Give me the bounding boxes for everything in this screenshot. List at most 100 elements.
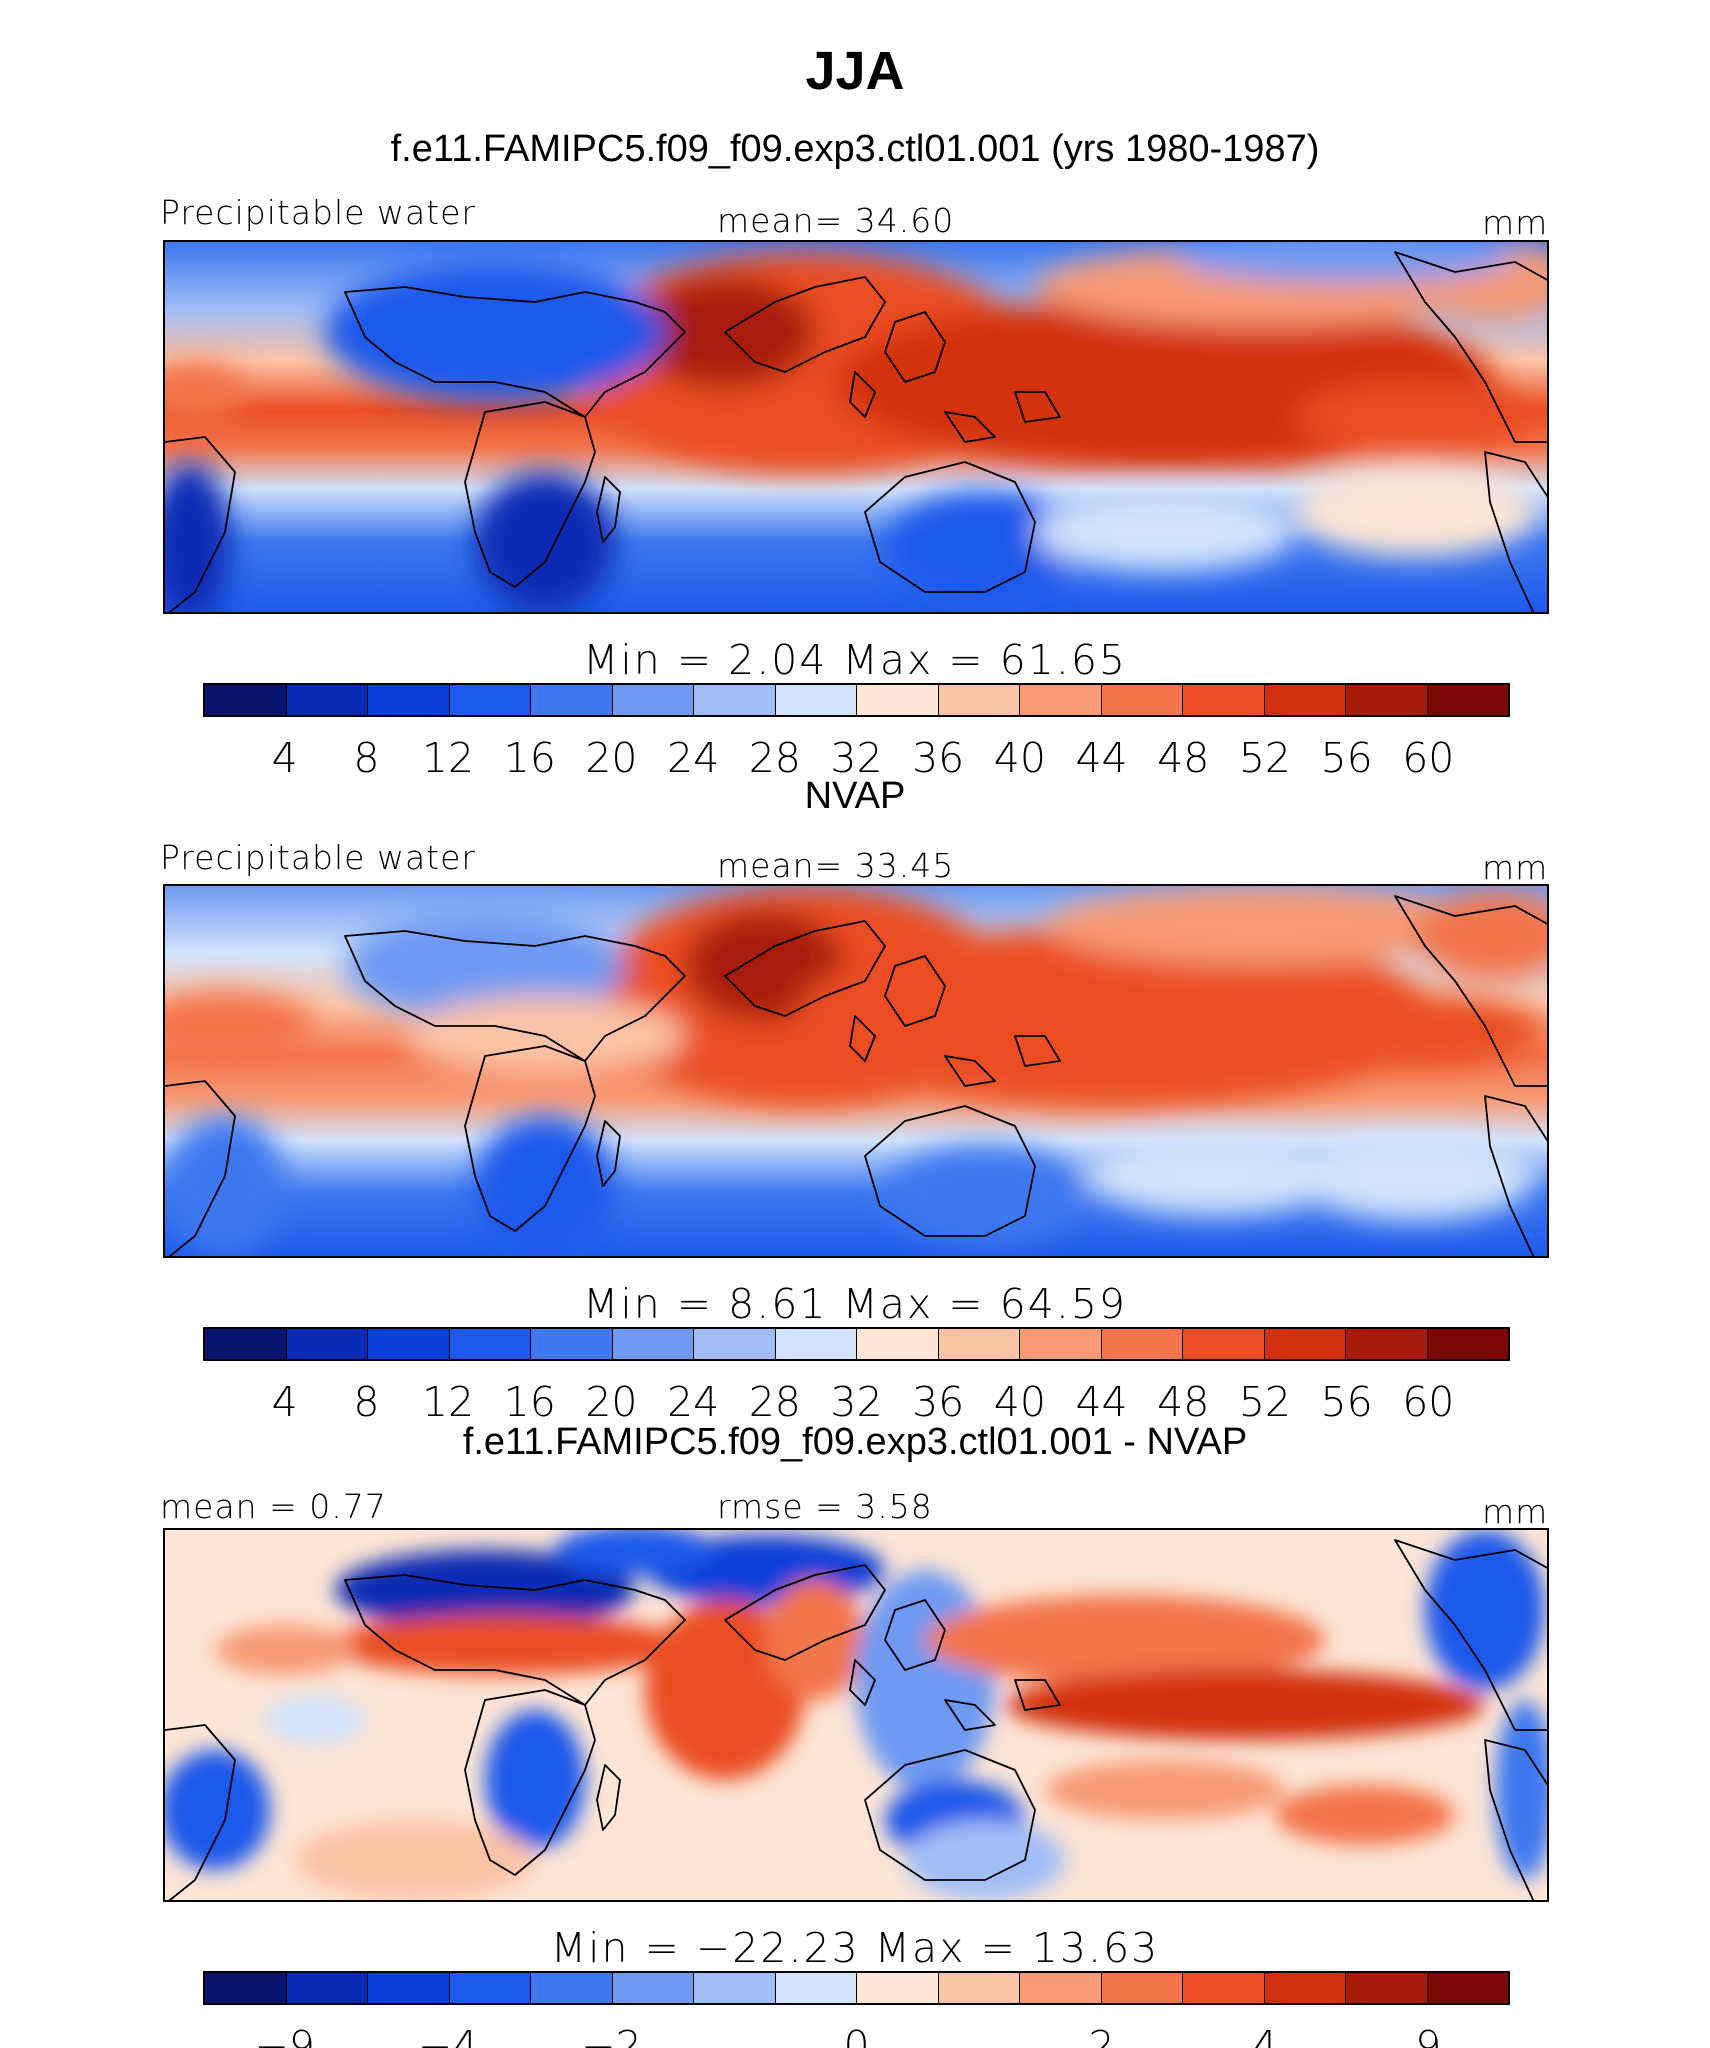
colorbar-box bbox=[1346, 685, 1428, 715]
colorbar-box bbox=[938, 1973, 1020, 2003]
panel-diff-subtitle: f.e11.FAMIPC5.f09_f09.exp3.ctl01.001 - N… bbox=[462, 1421, 1248, 1463]
colorbar-tick-label: 32 bbox=[830, 734, 883, 782]
panel-diff-map bbox=[163, 1528, 1549, 1902]
panel-diff-units-label: mm bbox=[1482, 1492, 1549, 1531]
colorbar-box bbox=[449, 685, 531, 715]
panel-model-subtitle: f.e11.FAMIPC5.f09_f09.exp3.ctl01.001 (yr… bbox=[390, 128, 1320, 170]
panel-model-colorbar bbox=[203, 683, 1510, 717]
colorbar-tick-label: −2 bbox=[581, 2022, 642, 2048]
colorbar-box bbox=[1101, 685, 1183, 715]
panel-diff-rmse-label: rmse = 3.58 bbox=[717, 1487, 933, 1526]
colorbar-tick-label: 12 bbox=[421, 1378, 475, 1426]
colorbar-box bbox=[694, 1973, 776, 2003]
colorbar-tick-label: 20 bbox=[585, 1378, 638, 1426]
panel-model-variable-label: Precipitable water bbox=[160, 193, 476, 232]
panel-model-map bbox=[163, 240, 1549, 614]
colorbar-tick-label: 9 bbox=[1415, 2022, 1442, 2048]
panel-obs-map bbox=[163, 884, 1549, 1258]
colorbar-box bbox=[1020, 1973, 1102, 2003]
colorbar-tick-label: 60 bbox=[1402, 1378, 1455, 1426]
colorbar-tick-label: 8 bbox=[353, 1378, 380, 1426]
colorbar-box bbox=[531, 685, 613, 715]
colorbar-box bbox=[205, 1329, 287, 1359]
colorbar-tick-label: 4 bbox=[271, 1378, 298, 1426]
colorbar-box bbox=[205, 685, 287, 715]
colorbar-box bbox=[775, 1329, 857, 1359]
colorbar-box bbox=[1183, 1329, 1265, 1359]
colorbar-tick-label: 40 bbox=[993, 734, 1046, 782]
colorbar-box bbox=[1427, 685, 1508, 715]
colorbar-box bbox=[1101, 1973, 1183, 2003]
panel-model-field bbox=[165, 242, 1547, 612]
colorbar-tick-label: 36 bbox=[912, 1378, 965, 1426]
colorbar-tick-label: 56 bbox=[1320, 1378, 1373, 1426]
colorbar-box bbox=[205, 1973, 287, 2003]
figure-title: JJA bbox=[805, 41, 905, 101]
panel-obs-units-label: mm bbox=[1482, 848, 1549, 887]
colorbar-box bbox=[938, 685, 1020, 715]
colorbar-box bbox=[1020, 1329, 1102, 1359]
colorbar-box bbox=[286, 1329, 368, 1359]
colorbar-box bbox=[857, 685, 939, 715]
colorbar-tick-label: 28 bbox=[748, 1378, 801, 1426]
colorbar-tick-label: 28 bbox=[748, 734, 801, 782]
colorbar-box bbox=[531, 1329, 613, 1359]
colorbar-box bbox=[286, 685, 368, 715]
colorbar-box bbox=[775, 1973, 857, 2003]
colorbar-box bbox=[1346, 1973, 1428, 2003]
colorbar-box bbox=[612, 1329, 694, 1359]
colorbar-tick-label: 16 bbox=[503, 1378, 556, 1426]
colorbar-box bbox=[1020, 685, 1102, 715]
colorbar-tick-label: 24 bbox=[667, 1378, 720, 1426]
colorbar-box bbox=[612, 685, 694, 715]
colorbar-box bbox=[1346, 1329, 1428, 1359]
colorbar-box bbox=[368, 685, 450, 715]
colorbar-tick-label: 20 bbox=[585, 734, 638, 782]
colorbar-tick-label: 44 bbox=[1075, 734, 1128, 782]
colorbar-tick-label: −4 bbox=[417, 2022, 479, 2048]
colorbar-box bbox=[1427, 1329, 1508, 1359]
colorbar-box bbox=[694, 1329, 776, 1359]
colorbar-box bbox=[368, 1973, 450, 2003]
colorbar-box bbox=[857, 1329, 939, 1359]
colorbar-tick-label: 16 bbox=[503, 734, 556, 782]
panel-diff-mean-label: mean = 0.77 bbox=[160, 1487, 387, 1526]
panel-obs-colorbar bbox=[203, 1327, 1510, 1361]
colorbar-box bbox=[368, 1329, 450, 1359]
colorbar-tick-label: 4 bbox=[271, 734, 298, 782]
colorbar-tick-label: −9 bbox=[254, 2022, 315, 2048]
colorbar-box bbox=[1264, 685, 1346, 715]
panel-diff-field bbox=[165, 1530, 1547, 1900]
colorbar-tick-label: 36 bbox=[912, 734, 965, 782]
colorbar-tick-label: 12 bbox=[421, 734, 475, 782]
colorbar-box bbox=[531, 1973, 613, 2003]
colorbar-box bbox=[694, 685, 776, 715]
colorbar-box bbox=[449, 1973, 531, 2003]
colorbar-box bbox=[286, 1973, 368, 2003]
panel-obs-minmax: Min = 8.61 Max = 64.59 bbox=[582, 1280, 1128, 1328]
colorbar-tick-label: 44 bbox=[1075, 1378, 1128, 1426]
colorbar-tick-label: 24 bbox=[667, 734, 720, 782]
colorbar-tick-label: 52 bbox=[1238, 734, 1292, 782]
panel-diff-colorbar bbox=[203, 1971, 1510, 2005]
colorbar-tick-label: 0 bbox=[843, 2022, 870, 2048]
colorbar-tick-label: 4 bbox=[1251, 2022, 1278, 2048]
panel-diff-minmax: Min = −22.23 Max = 13.63 bbox=[550, 1924, 1160, 1972]
colorbar-tick-label: 48 bbox=[1157, 1378, 1210, 1426]
colorbar-box bbox=[857, 1973, 939, 2003]
colorbar-box bbox=[938, 1329, 1020, 1359]
colorbar-box bbox=[775, 685, 857, 715]
colorbar-tick-label: 32 bbox=[830, 1378, 883, 1426]
colorbar-tick-label: 52 bbox=[1238, 1378, 1292, 1426]
colorbar-box bbox=[1101, 1329, 1183, 1359]
panel-obs-field bbox=[165, 886, 1547, 1256]
panel-model-mean-label: mean= 34.60 bbox=[717, 201, 955, 240]
colorbar-tick-label: 56 bbox=[1320, 734, 1373, 782]
panel-obs-mean-label: mean= 33.45 bbox=[717, 846, 955, 885]
colorbar-box bbox=[1183, 1973, 1265, 2003]
colorbar-box bbox=[1264, 1973, 1346, 2003]
colorbar-box bbox=[449, 1329, 531, 1359]
colorbar-box bbox=[1427, 1973, 1508, 2003]
colorbar-box bbox=[1264, 1329, 1346, 1359]
